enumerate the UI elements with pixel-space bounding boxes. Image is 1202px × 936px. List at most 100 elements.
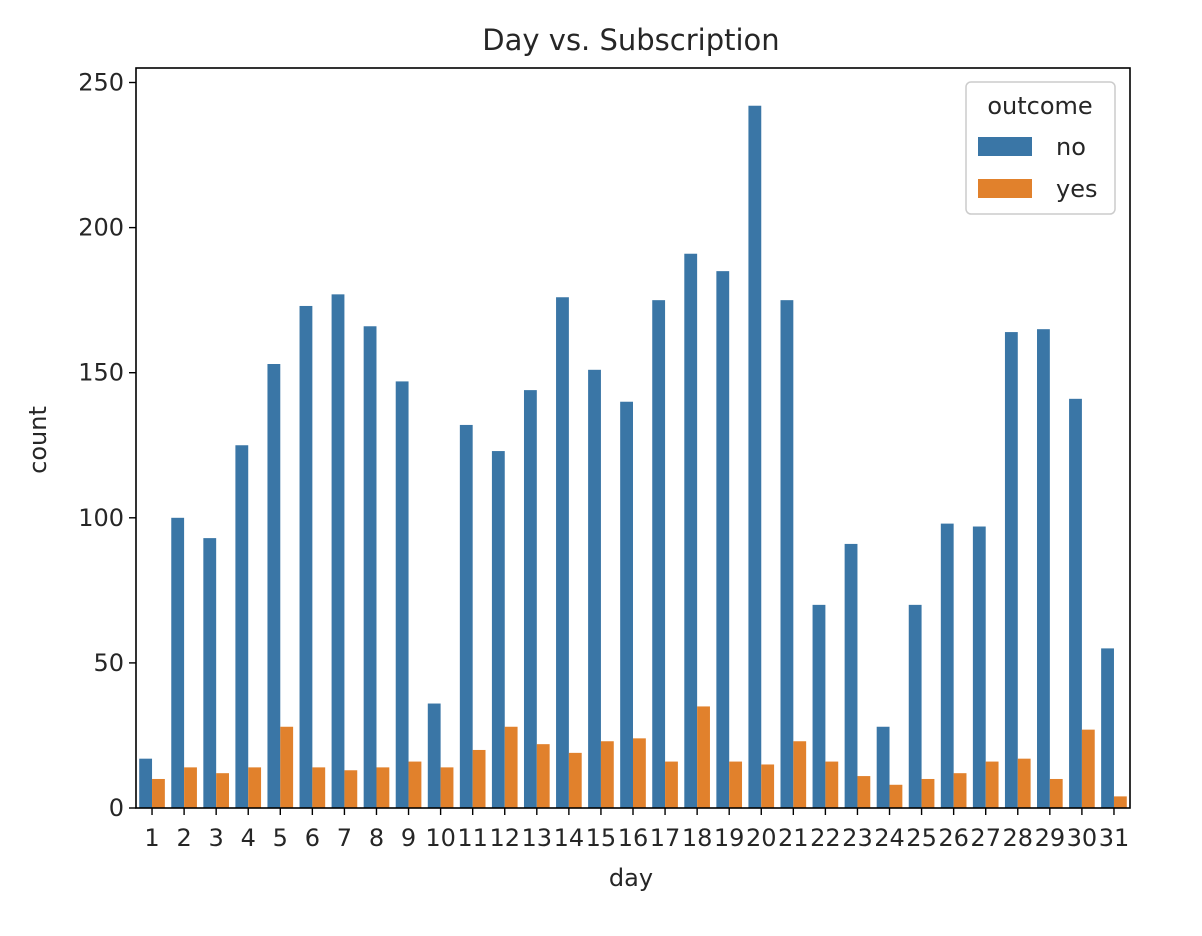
bar-no-day-16 [620, 401, 633, 808]
bar-no-day-12 [491, 451, 505, 808]
bar-no-day-5 [267, 364, 281, 808]
y-tick-label: 250 [78, 69, 124, 97]
bar-yes-day-7 [344, 770, 358, 808]
x-tick-label: 6 [305, 824, 320, 852]
legend-title: outcome [987, 92, 1092, 120]
x-tick-label: 8 [369, 824, 384, 852]
bar-yes-day-28 [1017, 758, 1031, 808]
x-tick-label: 26 [938, 824, 969, 852]
x-tick-label: 24 [874, 824, 905, 852]
bar-yes-day-1 [152, 778, 165, 808]
bar-yes-day-8 [376, 767, 390, 808]
bar-yes-day-18 [697, 706, 710, 808]
x-tick-label: 4 [241, 824, 256, 852]
x-tick-label: 27 [970, 824, 1001, 852]
y-tick-label: 100 [78, 504, 124, 532]
bar-yes-day-15 [600, 741, 614, 808]
x-tick-label: 1 [144, 824, 159, 852]
bar-no-day-18 [684, 253, 698, 809]
bar-yes-day-27 [985, 761, 999, 808]
bar-no-day-24 [876, 726, 890, 808]
bar-no-day-8 [363, 326, 377, 808]
bar-no-day-25 [908, 604, 922, 808]
y-axis-ticks: 0 50 100 150 200 250 [78, 69, 136, 822]
bar-yes-day-25 [921, 778, 935, 808]
bar-no-day-6 [299, 305, 313, 808]
bar-no-day-22 [812, 604, 826, 808]
x-tick-label: 7 [337, 824, 352, 852]
x-tick-label: 13 [522, 824, 553, 852]
bar-no-day-1 [139, 758, 153, 808]
bar-no-day-23 [844, 543, 858, 808]
bar-yes-day-29 [1049, 778, 1063, 808]
bar-yes-day-16 [633, 738, 646, 808]
x-tick-label: 17 [650, 824, 681, 852]
bar-no-day-15 [588, 369, 601, 808]
x-tick-label: 3 [209, 824, 224, 852]
bar-no-day-20 [748, 105, 762, 809]
y-axis-label: count [24, 406, 52, 474]
bar-no-day-4 [235, 445, 249, 808]
x-axis-ticks: 1 2 3 4 5 6 7 8 9 10 11 12 13 14 15 16 17 18 19 20 21 22 23 24 2… [144, 808, 1129, 852]
x-tick-label: 20 [746, 824, 777, 852]
bar-yes-day-17 [665, 761, 678, 808]
bar-no-day-7 [331, 294, 345, 809]
bar-no-day-9 [395, 381, 409, 808]
bar-no-day-19 [716, 271, 730, 808]
x-tick-label: 22 [810, 824, 841, 852]
y-tick-label: 200 [78, 214, 124, 242]
bar-no-day-21 [780, 300, 794, 808]
x-tick-label: 31 [1099, 824, 1130, 852]
bar-yes-day-6 [312, 767, 326, 808]
x-tick-label: 15 [586, 824, 617, 852]
x-tick-label: 28 [1002, 824, 1033, 852]
bar-yes-day-14 [568, 752, 582, 808]
bar-yes-day-3 [216, 773, 229, 808]
bar-yes-day-5 [280, 726, 294, 808]
bar-yes-day-12 [504, 726, 518, 808]
bar-no-day-28 [1004, 332, 1018, 808]
bar-yes-day-30 [1081, 729, 1095, 808]
x-tick-label: 19 [714, 824, 745, 852]
bar-yes-day-22 [825, 761, 839, 808]
bar-yes-day-26 [953, 773, 967, 808]
bar-yes-day-21 [793, 741, 807, 808]
y-tick-label: 50 [93, 649, 124, 677]
x-tick-label: 21 [778, 824, 809, 852]
bar-yes-day-10 [440, 767, 454, 808]
x-tick-label: 30 [1067, 824, 1098, 852]
x-tick-label: 2 [176, 824, 191, 852]
bar-no-day-27 [972, 526, 986, 808]
bar-yes-day-23 [857, 776, 871, 808]
x-tick-label: 12 [489, 824, 520, 852]
x-tick-label: 16 [618, 824, 649, 852]
bar-no-day-31 [1101, 648, 1114, 808]
x-tick-label: 9 [401, 824, 416, 852]
legend-swatch-no [978, 137, 1032, 156]
bar-no-day-14 [556, 297, 569, 808]
x-tick-label: 11 [457, 824, 488, 852]
bar-yes-day-19 [729, 761, 743, 808]
bar-yes-day-2 [184, 767, 197, 808]
bar-no-day-26 [940, 523, 954, 808]
bar-no-day-2 [171, 517, 185, 808]
x-tick-label: 10 [425, 824, 456, 852]
legend: outcome no yes [965, 81, 1116, 215]
chart-title: Day vs. Subscription [482, 23, 779, 57]
legend-label-yes: yes [1056, 175, 1097, 203]
legend-swatch-yes [978, 179, 1032, 198]
x-tick-label: 14 [554, 824, 585, 852]
x-tick-label: 25 [906, 824, 937, 852]
bar-yes-day-24 [889, 784, 903, 808]
bar-no-day-30 [1069, 398, 1082, 808]
bar-yes-day-11 [472, 749, 486, 808]
bar-no-day-10 [427, 703, 441, 808]
bar-no-day-11 [459, 424, 473, 808]
bar-no-day-3 [203, 538, 217, 808]
bar-no-day-29 [1037, 329, 1050, 808]
bar-yes-day-9 [408, 761, 422, 808]
bar-yes-day-31 [1113, 796, 1127, 808]
legend-label-no: no [1056, 133, 1086, 161]
